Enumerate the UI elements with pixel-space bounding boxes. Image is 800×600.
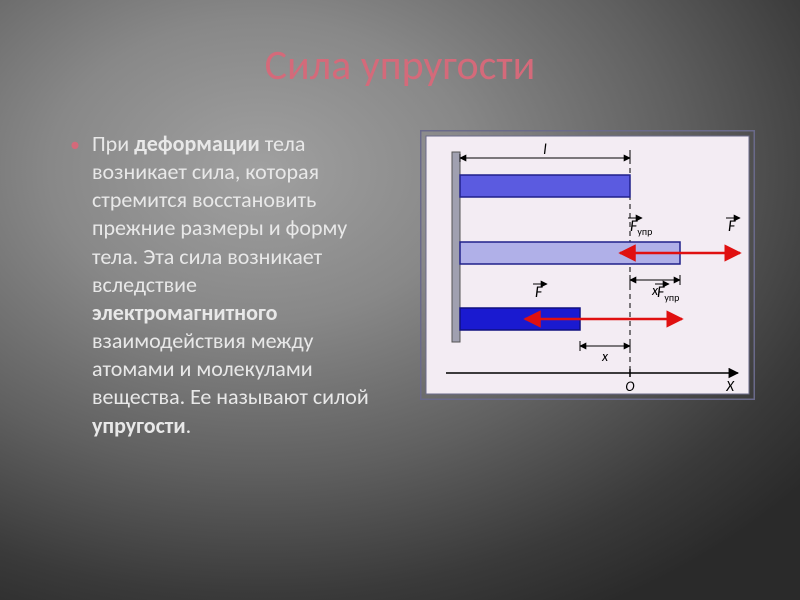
- svg-text:l: l: [543, 141, 547, 159]
- svg-text:x: x: [601, 348, 609, 365]
- body-paragraph: При деформации тела возникает сила, кото…: [92, 130, 380, 440]
- elastic-force-diagram: lxxFупрFFFупрOX: [420, 130, 755, 400]
- bullet-icon: •: [70, 130, 92, 440]
- body-text: • При деформации тела возникает сила, ко…: [70, 130, 380, 440]
- svg-text:O: O: [625, 378, 634, 395]
- svg-text:F: F: [535, 283, 543, 302]
- slide-title: Сила упругости: [0, 40, 800, 91]
- svg-text:F: F: [728, 217, 736, 236]
- svg-text:X: X: [725, 378, 735, 396]
